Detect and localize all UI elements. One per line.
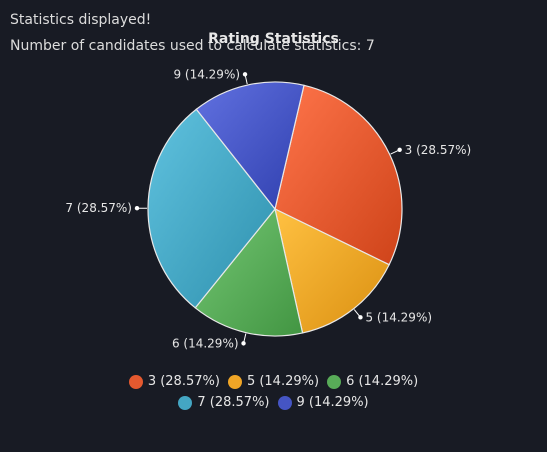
- data-label-3: 3 (28.57%): [405, 143, 472, 157]
- pie-slice-7[interactable]: [147, 108, 276, 309]
- legend-label: 3 (28.57%): [147, 374, 220, 389]
- legend-swatch-icon: [227, 374, 242, 389]
- legend-swatch-icon: [327, 374, 342, 389]
- callout-dot-9: [242, 72, 248, 77]
- status-message: Statistics displayed!: [10, 12, 152, 28]
- legend-label: 5 (14.29%): [246, 374, 320, 389]
- pie-slice-6[interactable]: [194, 207, 304, 337]
- candidate-count-message: Number of candidates used to calculate s…: [10, 38, 375, 54]
- legend-label: 6 (14.29%): [346, 374, 419, 389]
- legend-item-9[interactable]: 9 (14.29%): [277, 395, 369, 410]
- pie-slice-3[interactable]: [274, 84, 403, 266]
- legend-swatch-icon: [277, 395, 292, 410]
- chart-legend: 3 (28.57%) 5 (14.29%) 6 (14.29%) 7 (28.57%…: [0, 374, 547, 416]
- legend-label: 7 (28.57%): [197, 395, 270, 410]
- legend-item-6[interactable]: 6 (14.29%): [327, 374, 418, 389]
- callout-dot-3: [397, 147, 402, 153]
- data-label-7: 7 (28.57%): [65, 201, 132, 215]
- legend-item-3[interactable]: 3 (28.57%): [128, 374, 220, 389]
- legend-swatch-icon: [128, 374, 143, 389]
- callout-dot-7: [134, 206, 140, 211]
- pie-slice-9[interactable]: [195, 81, 305, 211]
- data-label-6: 6 (14.29%): [172, 336, 239, 350]
- data-label-9: 9 (14.29%): [173, 67, 240, 81]
- chart-title: Rating Statistics: [208, 31, 339, 47]
- data-label-5: 5 (14.29%): [365, 310, 432, 324]
- legend-item-7[interactable]: 7 (28.57%): [178, 395, 270, 410]
- callout-dot-5: [358, 315, 363, 320]
- legend-swatch-icon: [178, 395, 193, 410]
- legend-item-5[interactable]: 5 (14.29%): [227, 374, 320, 389]
- legend-label: 9 (14.29%): [296, 395, 369, 410]
- callout-dot-6: [241, 341, 246, 346]
- pie-slice-5[interactable]: [274, 207, 390, 334]
